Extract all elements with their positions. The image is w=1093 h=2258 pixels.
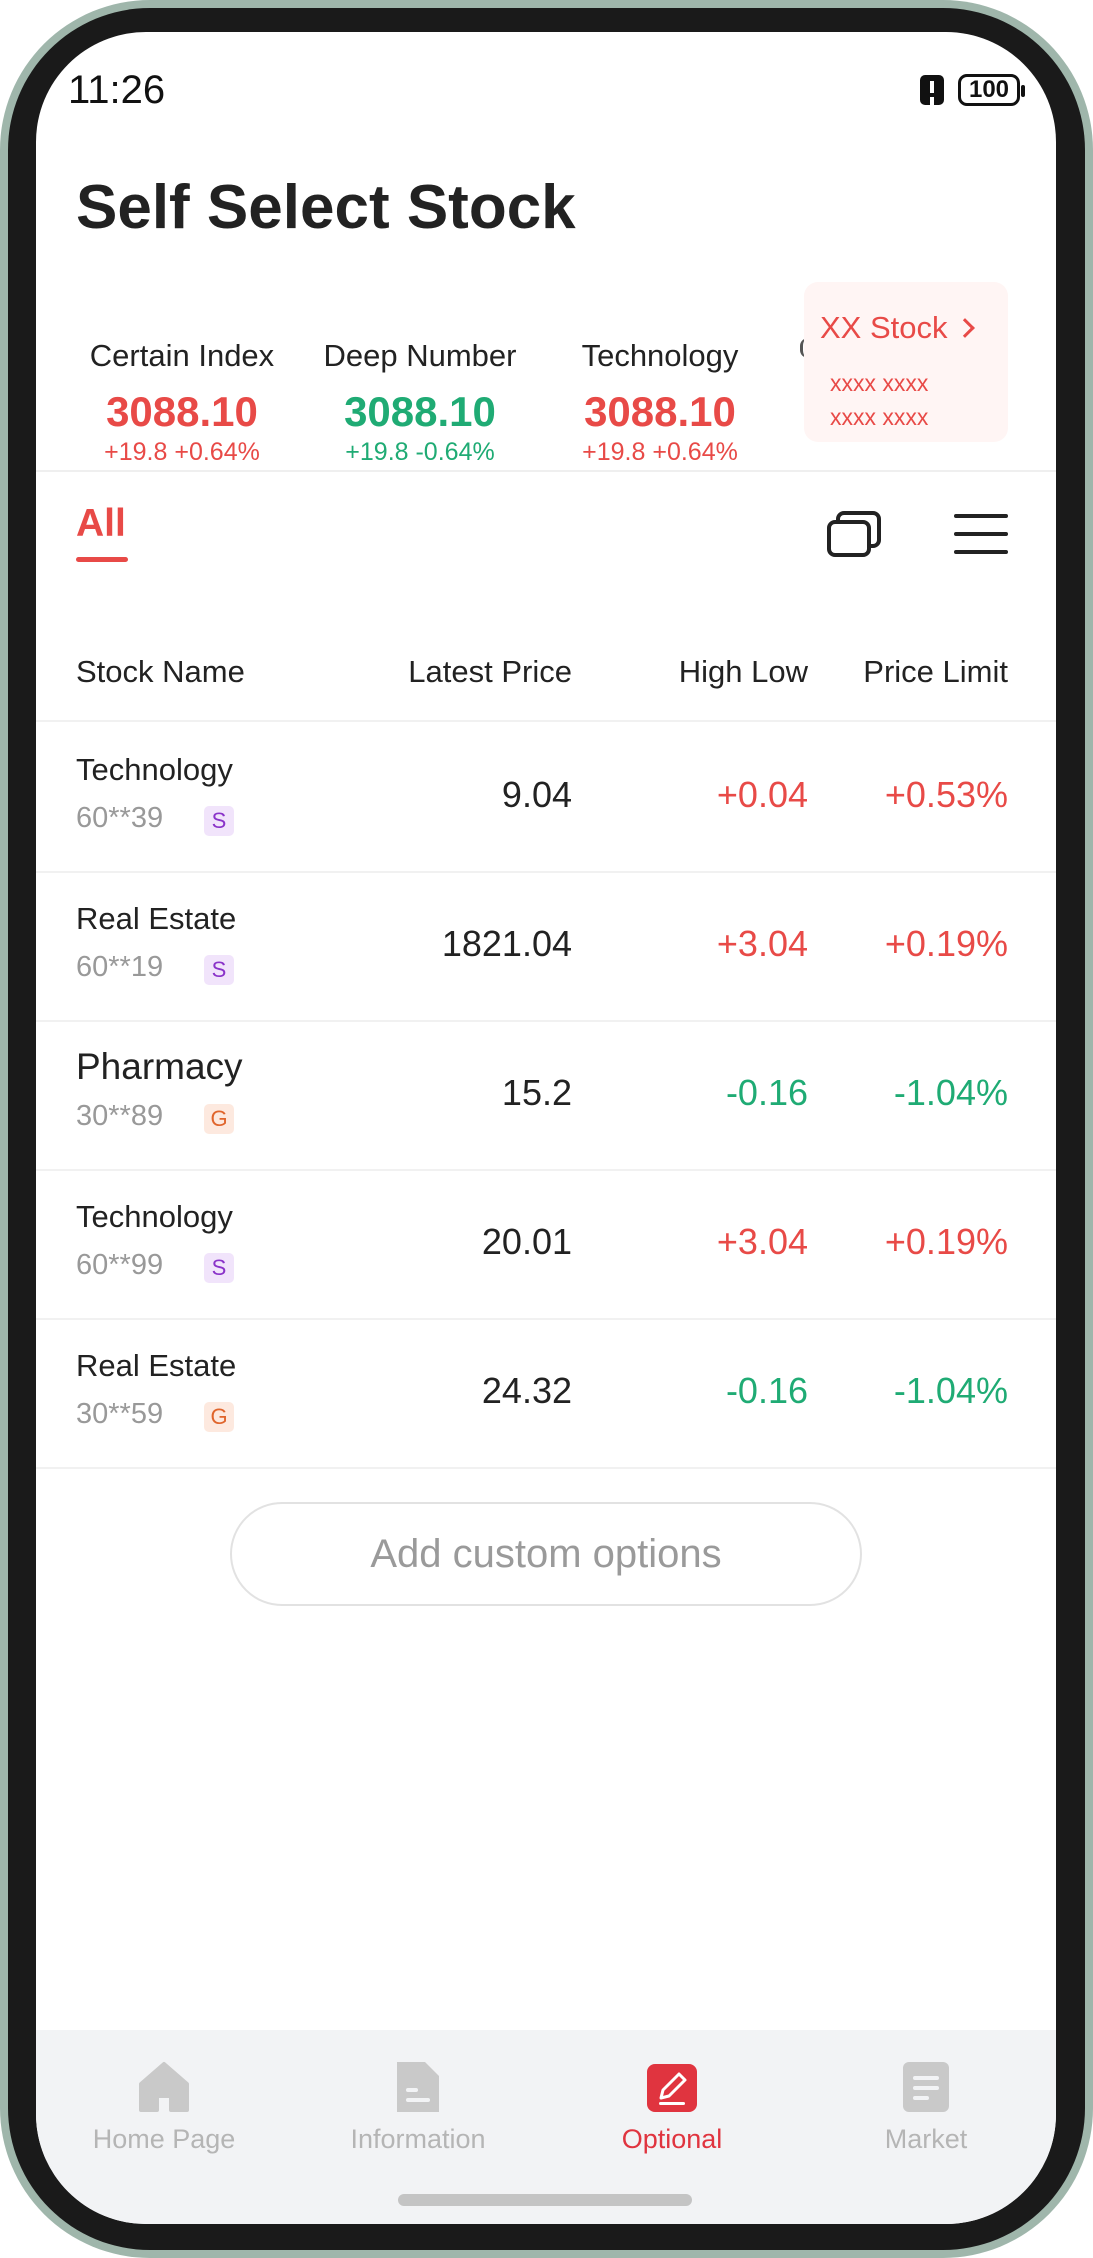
market-tag: S (204, 1253, 234, 1283)
status-icons: 100 (920, 74, 1025, 106)
home-icon (139, 2062, 189, 2112)
market-tag: G (204, 1104, 234, 1134)
latest-price: 9.04 (501, 774, 572, 815)
xx-stock-title[interactable]: XX Stock (820, 310, 975, 346)
nav-item-optional[interactable]: Optional (572, 2058, 772, 2155)
list-document-icon (903, 2062, 949, 2112)
high-low: +0.04 (716, 774, 808, 815)
stock-name: Technology (76, 1199, 233, 1234)
high-low: +3.04 (716, 1221, 808, 1262)
stock-name: Technology (76, 752, 233, 787)
index-change: +19.8 +0.64% (104, 438, 260, 466)
index-value: 3088.10 (584, 388, 736, 435)
index-name: Deep Number (323, 338, 517, 373)
high-low: -0.16 (725, 1370, 808, 1411)
header-price-limit[interactable]: Price Limit (863, 654, 1008, 689)
index-card-deep-number[interactable]: Deep Number 3088.10 +19.8 -0.64% (310, 302, 530, 467)
market-tag: S (204, 955, 234, 985)
latest-price: 20.01 (481, 1221, 572, 1262)
tab-all[interactable]: All (76, 502, 126, 545)
nav-label: Home Page (92, 2124, 236, 2154)
index-name: Technology (581, 338, 739, 373)
price-limit: -1.04% (893, 1072, 1008, 1113)
latest-price: 24.32 (481, 1370, 572, 1411)
latest-price: 15.2 (501, 1072, 572, 1113)
index-name: Certain Index (89, 338, 275, 373)
nav-item-information[interactable]: Information (318, 2058, 518, 2155)
alert-icon (920, 75, 944, 105)
stock-code: 30**59 (76, 1398, 164, 1430)
tab-all-indicator (76, 557, 128, 562)
status-time: 11:26 (68, 68, 166, 112)
windows-icon[interactable] (826, 510, 882, 558)
price-limit: +0.19% (884, 1221, 1008, 1262)
nav-item-market[interactable]: Market (826, 2058, 1026, 2155)
document-icon (397, 2062, 439, 2112)
table-row[interactable]: Technology 60**39 S 9.04 +0.04 +0.53% (36, 724, 1056, 873)
table-row[interactable]: Pharmacy 30**89 G 15.2 -0.16 -1.04% (36, 1022, 1056, 1171)
index-card-certain-index[interactable]: Certain Index 3088.10 +19.8 +0.64% (72, 302, 292, 467)
table-row[interactable]: Technology 60**99 S 20.01 +3.04 +0.19% (36, 1171, 1056, 1320)
stock-name: Real Estate (76, 1348, 237, 1383)
next-index-peek (800, 338, 808, 358)
edit-icon (647, 2064, 697, 2112)
index-value: 3088.10 (106, 388, 258, 435)
status-bar: 11:26 100 (36, 32, 1056, 152)
stock-name: Pharmacy (76, 1046, 243, 1087)
section-divider (36, 470, 1056, 472)
header-latest-price[interactable]: Latest Price (408, 654, 572, 689)
battery-icon: 100 (958, 74, 1025, 106)
chevron-right-icon (954, 318, 975, 338)
index-change: +19.8 -0.64% (345, 438, 495, 466)
bottom-nav: Home Page Information Optional (36, 2030, 1056, 2224)
market-tag: G (204, 1402, 234, 1432)
page-title: Self Select Stock (76, 173, 576, 242)
stock-name: Real Estate (76, 901, 237, 936)
stock-code: 60**99 (76, 1249, 164, 1281)
header-stock-name[interactable]: Stock Name (76, 654, 245, 689)
high-low: +3.04 (716, 923, 808, 964)
nav-label: Information (350, 2124, 486, 2154)
home-indicator[interactable] (398, 2194, 692, 2206)
price-limit: +0.53% (884, 774, 1008, 815)
xx-stock-line: xxxx xxxx (830, 370, 929, 396)
stock-code: 30**89 (76, 1100, 164, 1132)
header-high-low[interactable]: High Low (678, 654, 808, 689)
xx-stock-line: xxxx xxxx (830, 404, 929, 430)
high-low: -0.16 (725, 1072, 808, 1113)
index-change: +19.8 +0.64% (582, 438, 738, 466)
index-strip: Certain Index 3088.10 +19.8 +0.64% Deep … (36, 302, 1056, 472)
index-value: 3088.10 (344, 388, 496, 435)
latest-price: 1821.04 (441, 923, 572, 964)
nav-item-home[interactable]: Home Page (64, 2058, 264, 2155)
app-screen: 11:26 100 Self Select Stock Certain Inde… (36, 32, 1056, 2224)
table-row[interactable]: Real Estate 30**59 G 24.32 -0.16 -1.04% (36, 1320, 1056, 1469)
xx-stock-label: XX Stock (820, 310, 948, 345)
index-card-technology[interactable]: Technology 3088.10 +19.8 +0.64% (550, 302, 770, 467)
stock-code: 60**19 (76, 951, 164, 983)
price-limit: +0.19% (884, 923, 1008, 964)
nav-label: Market (884, 2124, 968, 2154)
table-row[interactable]: Real Estate 60**19 S 1821.04 +3.04 +0.19… (36, 873, 1056, 1022)
stock-code: 60**39 (76, 802, 164, 834)
table-header: Stock Name Latest Price High Low Price L… (36, 622, 1056, 722)
price-limit: -1.04% (893, 1370, 1008, 1411)
market-tag: S (204, 806, 234, 836)
add-custom-options-button[interactable]: Add custom options (230, 1502, 862, 1606)
nav-label: Optional (621, 2124, 723, 2154)
xx-stock-card[interactable]: XX Stock xxxx xxxx xxxx xxxx (804, 282, 1008, 442)
menu-icon[interactable] (954, 512, 1008, 556)
